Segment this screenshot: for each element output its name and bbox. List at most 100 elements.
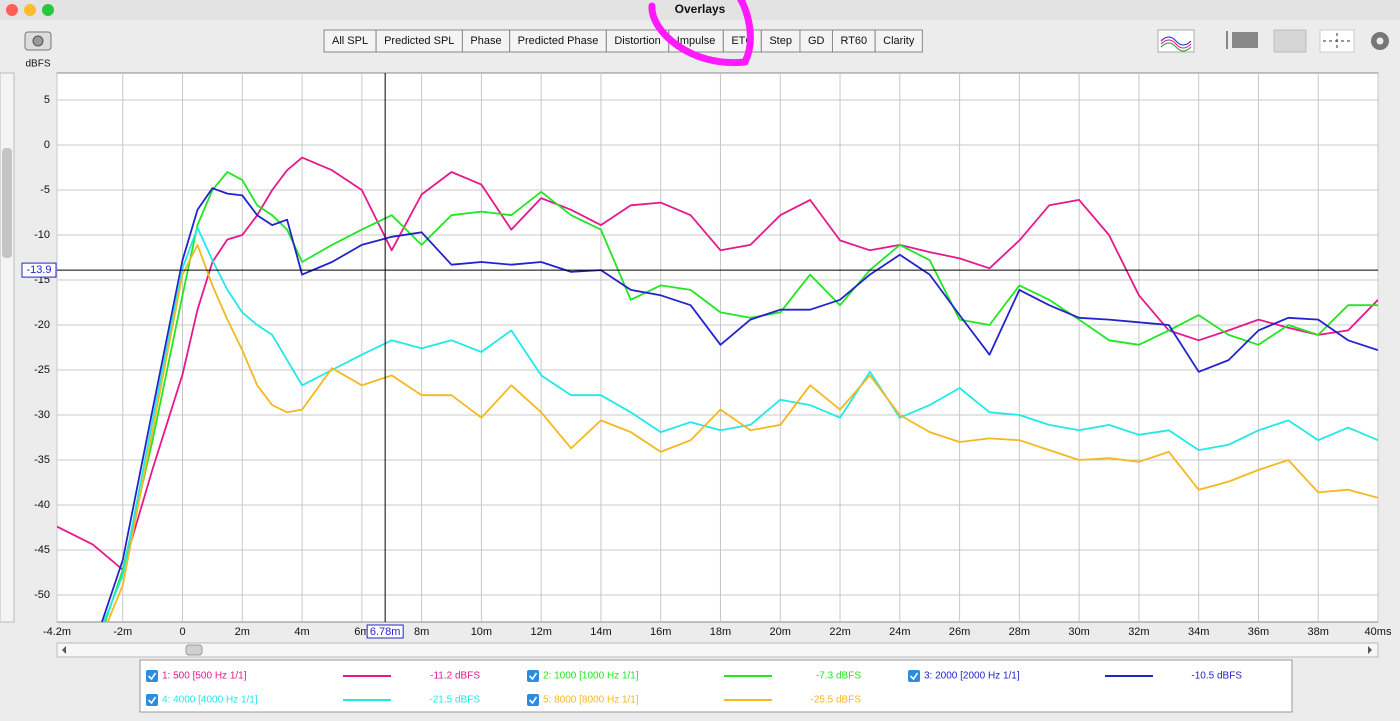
legend-label: 1: 500 [500 Hz 1/1] xyxy=(162,671,247,682)
x-tick-label: -4.2m xyxy=(43,626,71,638)
tab-bar: All SPL Predicted SPL Phase Predicted Phase… xyxy=(323,29,923,53)
cursor: 6.78m -13.9 xyxy=(21,73,1378,639)
tab-label: Predicted SPL xyxy=(384,35,454,47)
x-tick-label: 32m xyxy=(1128,626,1149,638)
tab-label: Impulse xyxy=(677,35,716,47)
title-bar xyxy=(0,0,1400,20)
y-axis-label: dBFS xyxy=(25,59,50,70)
x-tick-label: 22m xyxy=(829,626,850,638)
legend-readout: -11.2 dBFS xyxy=(430,671,480,682)
close-button[interactable] xyxy=(6,4,18,16)
series-line xyxy=(57,156,1378,571)
series-line xyxy=(102,226,1378,622)
horizontal-scrollbar[interactable] xyxy=(56,642,1379,658)
scroll-right-arrow[interactable] xyxy=(1368,646,1372,654)
cursor-y-box xyxy=(21,262,57,278)
x-tick-label: 0 xyxy=(179,626,185,638)
legend-label: 4: 4000 [4000 Hz 1/1] xyxy=(162,695,258,706)
tab-label: Predicted Phase xyxy=(518,35,599,47)
legend-checkbox[interactable] xyxy=(527,694,539,706)
legend-check xyxy=(528,672,538,681)
tab-label: All SPL xyxy=(332,35,368,47)
legend-label: 2: 1000 [1000 Hz 1/1] xyxy=(543,671,639,682)
cursor-y-label: -13.9 xyxy=(26,264,51,276)
x-tick-label: 34m xyxy=(1188,626,1209,638)
legend-check xyxy=(528,696,538,705)
y-tick-label: -35 xyxy=(34,454,50,466)
y-tick-label: -10 xyxy=(34,229,50,241)
x-tick-label: 20m xyxy=(770,626,791,638)
x-tick-label: 16m xyxy=(650,626,671,638)
x-tick-label: 10m xyxy=(471,626,492,638)
legend-checkbox[interactable] xyxy=(146,670,158,682)
fit-icon[interactable] xyxy=(1319,29,1355,53)
scroll-left-arrow[interactable] xyxy=(62,646,66,654)
x-tick-label: 24m xyxy=(889,626,910,638)
legend-checkbox[interactable] xyxy=(527,670,539,682)
zoom-button[interactable] xyxy=(42,4,54,16)
x-tick-label: -2m xyxy=(113,626,132,638)
y-tick-label: -20 xyxy=(34,319,50,331)
tab-label: RT60 xyxy=(840,35,867,47)
cursor-x-label: 6.78m xyxy=(370,626,401,638)
settings-icon-hole xyxy=(1376,37,1384,45)
legend-check xyxy=(909,672,919,681)
x-tick-label: 30m xyxy=(1068,626,1089,638)
tab-label: Distortion xyxy=(614,35,660,47)
legend xyxy=(139,659,1293,713)
y-tick-label: -30 xyxy=(34,409,50,421)
annotation-circle xyxy=(648,0,754,67)
legend-label: 3: 2000 [2000 Hz 1/1] xyxy=(924,671,1020,682)
x-tick-label: 40ms xyxy=(1365,626,1392,638)
series-line xyxy=(104,171,1378,622)
camera-icon[interactable] xyxy=(24,31,52,51)
legend-check xyxy=(147,696,157,705)
series-line xyxy=(106,244,1378,622)
tab-label: Step xyxy=(769,35,792,47)
y-tick-label: 5 xyxy=(44,94,50,106)
legend-check xyxy=(147,672,157,681)
x-tick-label: 18m xyxy=(710,626,731,638)
x-tick-label: 8m xyxy=(414,626,429,638)
y-tick-label: -50 xyxy=(34,589,50,601)
x-tick-label: 38m xyxy=(1308,626,1329,638)
horizontal-scroll-thumb[interactable] xyxy=(185,644,203,656)
y-tick-label: -40 xyxy=(34,499,50,511)
x-tick-label: 2m xyxy=(235,626,250,638)
legend-checkbox[interactable] xyxy=(908,670,920,682)
tab-label: Phase xyxy=(470,35,501,47)
grid-icon[interactable] xyxy=(1273,29,1307,53)
x-tick-label: 26m xyxy=(949,626,970,638)
tab[interactable] xyxy=(874,29,923,53)
window-title: Overlays xyxy=(675,2,726,16)
tab-label: GD xyxy=(808,35,825,47)
cursor-x-box xyxy=(366,624,404,639)
x-tick-label: 36m xyxy=(1248,626,1269,638)
resize-icon[interactable] xyxy=(1226,31,1258,49)
legend-readout: -21.5 dBFS xyxy=(429,695,480,706)
grid: 50-5-10-15-20-25-30-35-40-45-50-4.2m -2m 0… xyxy=(34,73,1392,638)
toolbar-icons xyxy=(1157,29,1389,53)
legend-label: 5: 8000 [8000 Hz 1/1] xyxy=(543,695,639,706)
plot-area xyxy=(56,72,1379,623)
x-tick-label: 4m xyxy=(294,626,309,638)
legend-readout: -7.3 dBFS xyxy=(816,671,861,682)
x-tick-label: 28m xyxy=(1009,626,1030,638)
legend-checkbox[interactable] xyxy=(146,694,158,706)
x-tick-label: 6m xyxy=(354,626,369,638)
y-tick-label: -25 xyxy=(34,364,50,376)
legend-readout: -10.5 dBFS xyxy=(1191,671,1242,682)
y-tick-label: -45 xyxy=(34,544,50,556)
overlay-icon[interactable] xyxy=(1157,29,1195,53)
y-tick-label: 0 xyxy=(44,139,50,151)
y-tick-label: -5 xyxy=(40,184,50,196)
vertical-scroll-thumb[interactable] xyxy=(2,148,12,258)
legend-readout: -25.5 dBFS xyxy=(810,695,861,706)
series-lines xyxy=(57,156,1378,622)
minimize-button[interactable] xyxy=(24,4,36,16)
tab-label: Clarity xyxy=(883,35,915,47)
x-tick-label: 14m xyxy=(590,626,611,638)
x-tick-label: 12m xyxy=(530,626,551,638)
series-line xyxy=(101,187,1378,622)
